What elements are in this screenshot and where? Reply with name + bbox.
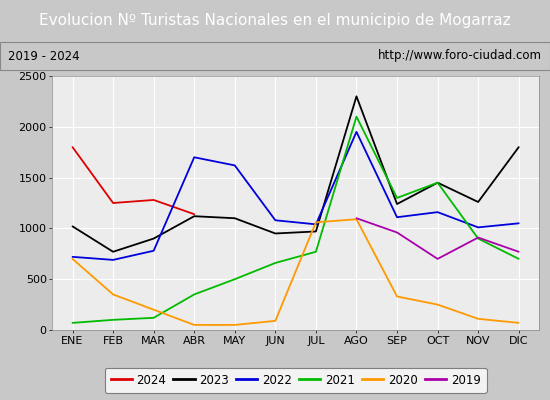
Text: http://www.foro-ciudad.com: http://www.foro-ciudad.com [378,50,542,62]
Text: Evolucion Nº Turistas Nacionales en el municipio de Mogarraz: Evolucion Nº Turistas Nacionales en el m… [39,14,511,28]
Legend: 2024, 2023, 2022, 2021, 2020, 2019: 2024, 2023, 2022, 2021, 2020, 2019 [104,368,487,393]
Text: 2019 - 2024: 2019 - 2024 [8,50,80,62]
